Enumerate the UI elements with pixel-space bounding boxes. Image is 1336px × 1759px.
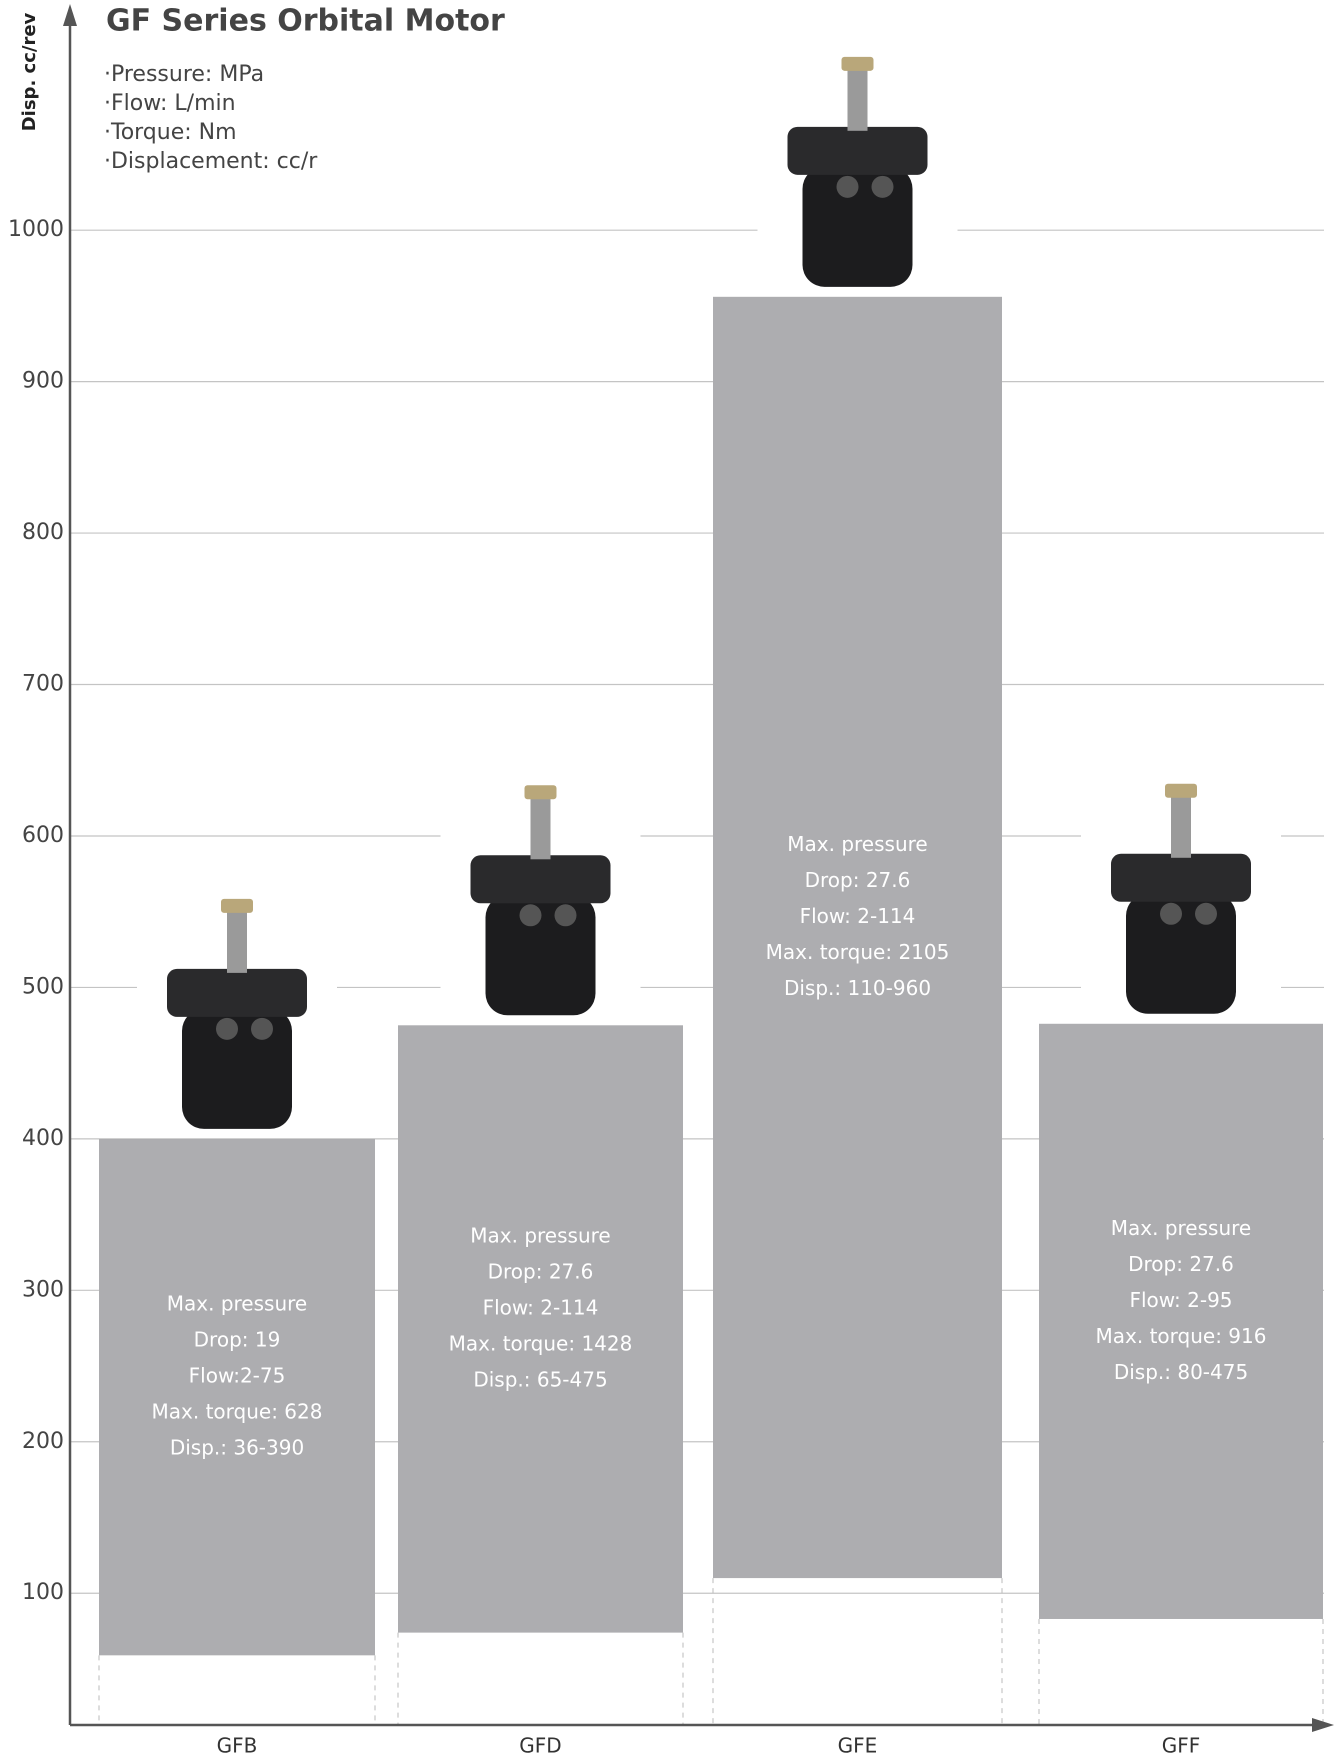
note: ·Flow: L/min xyxy=(104,91,236,116)
note: ·Torque: Nm xyxy=(104,120,237,145)
bar-label: Max. pressure xyxy=(1111,1216,1251,1240)
motor-nut xyxy=(1165,783,1197,798)
y-tick-label: 800 xyxy=(22,520,64,545)
motor-flange xyxy=(167,968,307,1017)
motor-port xyxy=(836,175,859,198)
bar-label: Disp.: 80-475 xyxy=(1114,1360,1248,1384)
bar-label: Flow:2-75 xyxy=(189,1364,286,1388)
chart-title: GF Series Orbital Motor xyxy=(106,4,505,39)
bar-label: Drop: 27.6 xyxy=(1128,1252,1234,1276)
bar-label: Max. torque: 628 xyxy=(152,1400,323,1424)
motor-shaft xyxy=(227,908,247,973)
x-axis-arrow xyxy=(1312,1718,1334,1732)
bar xyxy=(1039,1023,1323,1619)
bar-label: Drop: 19 xyxy=(194,1328,281,1352)
y-tick-label: 100 xyxy=(22,1580,64,1605)
y-tick-label: 300 xyxy=(22,1277,64,1302)
bar-label: Disp.: 65-475 xyxy=(473,1367,607,1391)
y-tick-label: 1000 xyxy=(8,217,64,242)
y-tick-label: 400 xyxy=(22,1126,64,1151)
x-tick-label: GFE xyxy=(838,1734,878,1758)
bar xyxy=(398,1025,683,1633)
bar-label: Disp.: 36-390 xyxy=(170,1436,304,1460)
motor-port xyxy=(216,1017,238,1040)
bar-label: Flow: 2-114 xyxy=(483,1295,599,1319)
note: ·Displacement: cc/r xyxy=(104,149,318,174)
y-axis-label: Disp. cc/rev xyxy=(19,12,40,131)
bar-label: Flow: 2-114 xyxy=(800,904,916,928)
bar-label: Max. torque: 2105 xyxy=(766,940,950,964)
y-tick-label: 700 xyxy=(22,672,64,697)
motor-shaft xyxy=(530,795,551,860)
motor-port xyxy=(871,175,894,198)
motor-nut xyxy=(841,56,874,71)
y-tick-label: 200 xyxy=(22,1429,64,1454)
bar-label: Flow: 2-95 xyxy=(1129,1288,1232,1312)
motor-flange xyxy=(470,855,611,904)
bar-label: Max. torque: 916 xyxy=(1096,1324,1267,1348)
motor-nut xyxy=(524,785,557,800)
bar-label: Max. pressure xyxy=(470,1223,610,1247)
y-tick-label: 500 xyxy=(22,974,64,999)
y-tick-label: 600 xyxy=(22,823,64,848)
bar-label: Drop: 27.6 xyxy=(805,868,911,892)
motor-nut xyxy=(221,898,253,913)
motor-shaft xyxy=(1171,793,1191,858)
y-axis-arrow xyxy=(63,4,77,26)
bar-label: Max. pressure xyxy=(787,832,927,856)
x-tick-label: GFF xyxy=(1162,1734,1201,1758)
bar xyxy=(99,1138,375,1656)
motor-port xyxy=(1160,902,1182,925)
x-tick-label: GFB xyxy=(217,1734,258,1758)
bar xyxy=(713,296,1002,1579)
note: ·Pressure: MPa xyxy=(104,62,264,87)
bar-label: Max. pressure xyxy=(167,1292,307,1316)
motor-port xyxy=(554,904,577,927)
motor-port xyxy=(251,1017,273,1040)
motor-flange xyxy=(1111,853,1251,902)
y-tick-label: 900 xyxy=(22,369,64,394)
motor-shaft xyxy=(847,66,868,131)
bar-label: Max. torque: 1428 xyxy=(449,1331,633,1355)
bar-label: Disp.: 110-960 xyxy=(784,976,931,1000)
motor-port xyxy=(1195,902,1217,925)
bar-label: Drop: 27.6 xyxy=(488,1259,594,1283)
motor-port xyxy=(519,904,542,927)
motor-flange xyxy=(787,126,928,175)
x-tick-label: GFD xyxy=(519,1734,561,1758)
